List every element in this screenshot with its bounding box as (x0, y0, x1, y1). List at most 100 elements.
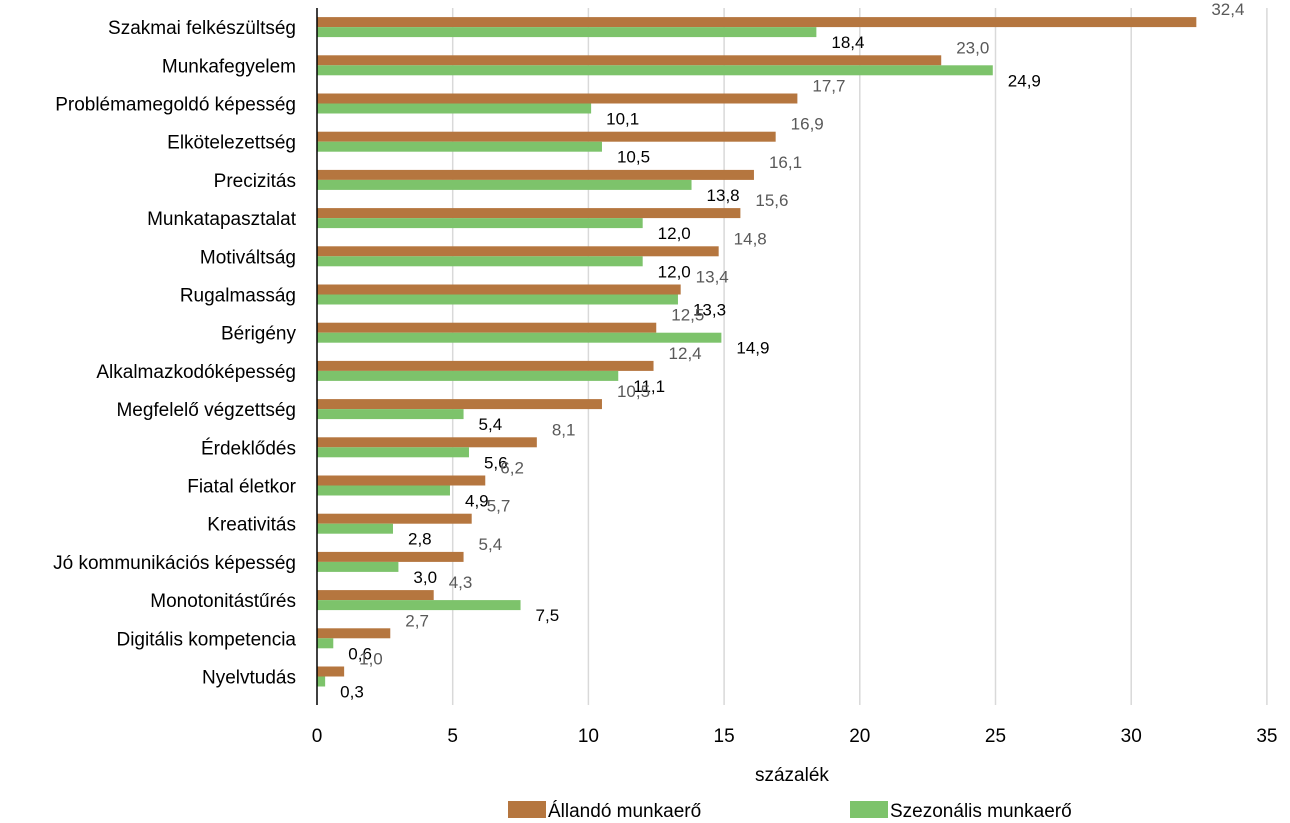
bar-szezonalis (317, 179, 692, 190)
data-label-szezonalis: 18,4 (831, 33, 864, 52)
data-label-szezonalis: 7,5 (536, 606, 560, 625)
category-label: Problémamegoldó képesség (55, 95, 296, 116)
bar-allando (317, 17, 1197, 28)
category-label: Munkatapasztalat (147, 209, 297, 230)
category-label: Bérigény (221, 324, 296, 345)
data-label-allando: 5,7 (487, 497, 511, 516)
x-tick-labels: 0 5 10 15 20 25 30 35 (312, 726, 1278, 747)
bar-allando (317, 628, 391, 639)
category-label: Munkafegyelem (162, 56, 296, 77)
bar-allando (317, 437, 537, 448)
legend-swatch-szezonalis (850, 801, 888, 818)
category-label: Nyelvtudás (202, 668, 296, 689)
bar-allando (317, 551, 464, 562)
x-tick-label: 25 (985, 726, 1006, 747)
bar-szezonalis (317, 485, 450, 496)
category-label: Rugalmasság (180, 286, 296, 307)
legend-label-szezonalis: Szezonális munkaerő (890, 801, 1072, 822)
category-label: Precizitás (214, 171, 296, 192)
data-label-szezonalis: 10,5 (617, 148, 650, 167)
bar-allando (317, 246, 719, 257)
category-label: Érdeklődés (201, 438, 296, 459)
category-label: Alkalmazkodóképesség (96, 362, 296, 383)
data-label-allando: 2,7 (405, 611, 429, 630)
bar-szezonalis (317, 409, 464, 420)
category-label: Kreativitás (207, 515, 296, 536)
data-label-allando: 16,1 (769, 153, 802, 172)
data-label-szezonalis: 4,9 (465, 492, 489, 511)
data-label-szezonalis: 14,9 (736, 339, 769, 358)
data-label-allando: 5,4 (479, 535, 503, 554)
category-labels: Szakmai felkészültség Munkafegyelem Problé… (53, 18, 297, 688)
data-label-szezonalis: 13,8 (707, 186, 740, 205)
bar-allando (317, 322, 657, 333)
category-label: Fiatal életkor (187, 477, 296, 498)
data-label-szezonalis: 5,6 (484, 453, 508, 472)
bar-szezonalis (317, 294, 678, 305)
bar-szezonalis (317, 638, 334, 649)
bar-szezonalis (317, 141, 602, 152)
x-tick-label: 15 (714, 726, 735, 747)
category-label: Elkötelezettség (167, 133, 296, 154)
bar-allando (317, 55, 942, 66)
bar-allando (317, 590, 434, 601)
gridlines (451, 8, 1268, 705)
bar-szezonalis (317, 447, 469, 458)
data-label-szezonalis: 11,1 (633, 377, 665, 396)
category-label: Monotonitástűrés (150, 591, 296, 612)
x-tick-label: 20 (849, 726, 870, 747)
bar-szezonalis (317, 561, 399, 572)
x-tick-label: 30 (1121, 726, 1142, 747)
data-label-allando: 13,4 (696, 268, 729, 287)
legend-label-allando: Állandó munkaerő (548, 801, 701, 822)
data-label-szezonalis: 3,0 (413, 568, 437, 587)
data-label-allando: 23,0 (956, 38, 989, 57)
data-label-allando: 12,4 (669, 344, 702, 363)
data-label-allando: 4,3 (449, 573, 473, 592)
data-label-allando: 17,7 (812, 77, 845, 96)
x-tick-label: 10 (578, 726, 599, 747)
data-label-szezonalis: 24,9 (1008, 71, 1041, 90)
data-label-allando: 8,1 (552, 420, 576, 439)
data-label-allando: 32,4 (1211, 0, 1244, 19)
legend: Állandó munkaerő Szezonális munkaerő (508, 801, 1072, 822)
bar-allando (317, 475, 486, 486)
bar-szezonalis (317, 65, 993, 76)
bar-allando (317, 208, 741, 219)
data-label-szezonalis: 13,3 (693, 301, 726, 320)
data-label-szezonalis: 12,0 (658, 224, 691, 243)
bar-allando (317, 399, 602, 410)
data-label-szezonalis: 10,1 (606, 110, 639, 129)
data-label-allando: 15,6 (755, 191, 788, 210)
bar-szezonalis (317, 256, 643, 267)
category-label: Jó kommunikációs képesség (53, 553, 296, 574)
data-label-szezonalis: 0,3 (340, 683, 364, 702)
data-label-allando: 1,0 (359, 650, 383, 669)
bar-szezonalis (317, 332, 722, 343)
bar-allando (317, 93, 798, 104)
category-label: Motiváltság (200, 247, 296, 268)
category-label: Digitális kompetencia (116, 629, 296, 650)
data-label-szezonalis: 5,4 (479, 415, 503, 434)
bar-szezonalis (317, 370, 619, 381)
category-label: Szakmai felkészültség (108, 18, 296, 39)
bar-szezonalis (317, 27, 817, 38)
bar-szezonalis (317, 103, 592, 114)
x-tick-label: 35 (1256, 726, 1277, 747)
data-label-szezonalis: 0,6 (348, 644, 372, 663)
data-label-allando: 10,5 (617, 382, 650, 401)
data-labels: 32,4 18,4 23,0 24,9 17,7 10,1 16,9 10,5 16,1 13,8… (340, 0, 1244, 701)
bar-allando (317, 284, 681, 295)
bar-allando (317, 513, 472, 524)
category-label: Megfelelő végzettség (116, 400, 296, 421)
x-axis-title: százalék (755, 765, 829, 786)
bar-szezonalis (317, 218, 643, 229)
bar-szezonalis (317, 676, 326, 687)
bar-szezonalis (317, 523, 393, 534)
data-label-allando: 16,9 (791, 115, 824, 134)
x-tick-label: 5 (447, 726, 458, 747)
bar-allando (317, 169, 754, 180)
bar-szezonalis (317, 600, 521, 611)
bar-allando (317, 360, 654, 371)
